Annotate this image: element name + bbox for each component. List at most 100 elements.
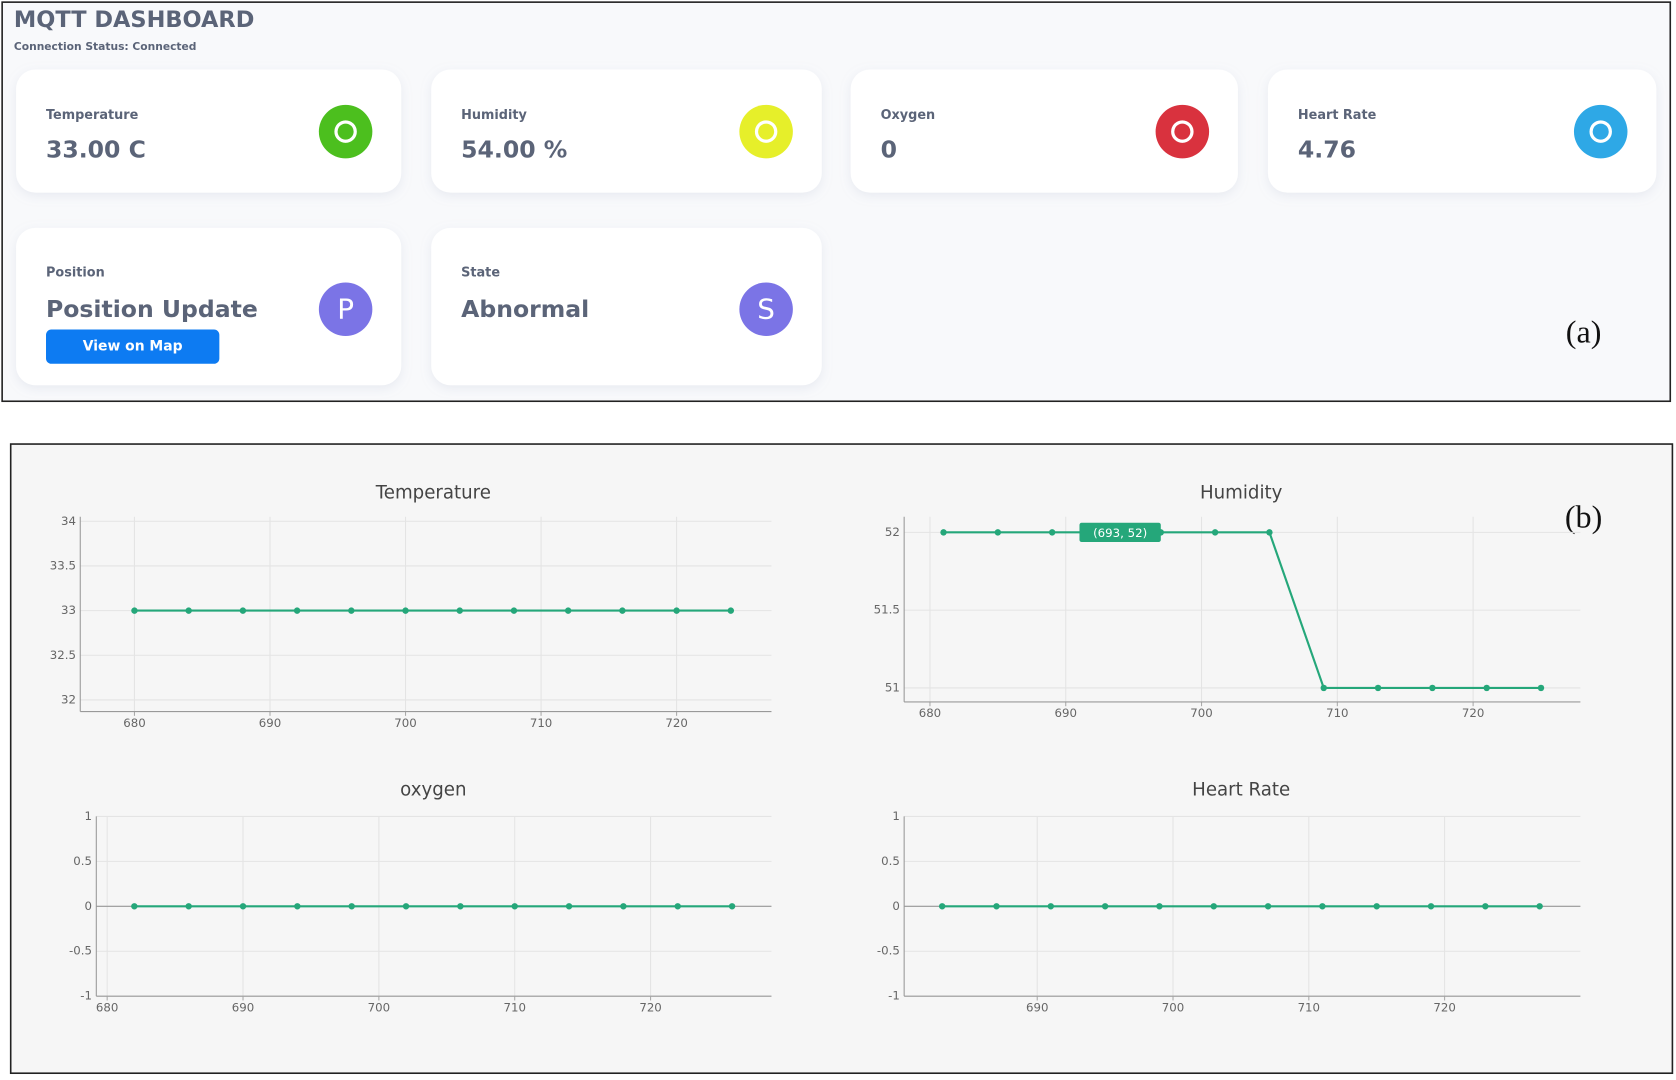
y-tick-label: 0.5 [73,854,92,868]
card-icon [318,282,373,336]
card-label: Humidity [461,108,527,123]
card: Temperature 33.00 C [16,69,402,193]
x-tick-label: 690 [1026,1000,1048,1014]
card-icon [318,104,373,159]
data-point [239,607,247,614]
x-tick-label: 690 [1055,706,1077,720]
data-point [1427,903,1435,910]
chart-title: Temperature [375,482,491,503]
data-line [943,531,1542,689]
y-tick-label: 51 [885,680,900,694]
data-point [185,903,192,910]
x-tick-label: 720 [665,716,687,730]
data-point [565,903,573,910]
card: Humidity 54.00 % [431,69,822,193]
data-point [457,903,464,910]
data-point [293,607,301,614]
tooltip-bg [1079,522,1161,542]
x-tick-label: 700 [1190,706,1212,720]
data-point [294,903,301,910]
card-label: Temperature [46,108,139,123]
data-point [185,607,192,614]
tooltip: (693, 52) [1093,526,1147,540]
data-point [510,607,518,614]
card-label: Heart Rate [1298,108,1377,123]
card-bg [850,69,1238,193]
connection-status: Connection Status: Connected [14,40,197,53]
data-point [348,903,355,910]
card-icon [739,104,793,159]
x-tick-label: 700 [368,1000,390,1014]
card-icon [1155,104,1210,159]
data-point [1266,529,1273,536]
y-tick-label: 0 [892,899,900,913]
button-bg[interactable] [46,329,220,364]
y-tick-label: 33 [61,603,76,617]
data-point [1374,684,1382,692]
x-tick-label: 710 [1298,1000,1320,1014]
dashboard-title: MQTT DASHBOARD [14,7,254,33]
data-point [619,607,626,614]
card-icon [1573,104,1628,159]
card-label: Oxygen [881,108,936,123]
card-icon-glyph [1589,120,1612,143]
data-point [564,607,572,614]
y-tick-label: 52 [885,525,900,539]
data-point [402,903,410,910]
x-tick-label: 690 [259,716,281,730]
data-point [1429,684,1436,692]
y-tick-label: 0.5 [881,854,900,868]
panel-label: (a) [1566,313,1602,349]
y-tick-label: 51.5 [874,603,900,617]
x-tick-label: 680 [123,716,145,730]
card-icon [739,282,793,336]
y-tick-label: -1 [888,989,900,1003]
y-tick-label: 32.5 [50,648,76,662]
data-point [728,903,736,910]
y-tick-label: 0 [85,899,93,913]
data-point [940,529,947,536]
chart: Heart Rate 690 700 710 720 -1 -0.5 0 0.5 1 [877,780,1581,1014]
data-point [1101,903,1109,910]
data-point [131,903,138,910]
panel-label: (b) [1565,498,1602,534]
data-point [511,903,518,910]
data-point [131,607,138,614]
data-point [1320,684,1327,692]
chart-title: oxygen [400,780,466,801]
y-tick-label: 1 [892,809,900,823]
view-on-map-button[interactable]: View on Map [46,329,220,364]
card-bg [1267,69,1657,193]
chart-title: Heart Rate [1192,780,1290,801]
card-bg [431,69,822,193]
x-tick-label: 710 [503,1000,525,1014]
card-icon-letter: P [337,292,354,325]
data-point [1156,903,1163,910]
data-point [239,903,247,910]
data-point [1482,903,1489,910]
card-value: 54.00 % [461,135,567,163]
y-tick-label: -0.5 [69,944,92,958]
y-tick-label: -0.5 [877,944,900,958]
card-value: 4.76 [1298,135,1356,163]
data-point [1319,903,1326,910]
y-tick-label: 33.5 [50,558,76,572]
card-value: 0 [881,135,897,163]
card: Position Position Update P View on Map [16,227,402,386]
x-tick-label: 690 [232,1000,254,1014]
chart-title: Humidity [1200,482,1283,503]
panel-b [9,443,1674,1075]
data-point [1536,903,1543,910]
card: Oxygen 0 [850,69,1238,193]
data-point [1483,684,1490,692]
x-tick-label: 710 [530,716,552,730]
data-point [727,607,735,614]
y-tick-label: 34 [61,514,76,528]
data-point [456,607,463,614]
x-tick-label: 680 [919,706,941,720]
button-label[interactable]: View on Map [83,339,183,355]
x-tick-label: 700 [1162,1000,1184,1014]
card-icon-glyph [754,120,778,143]
data-point [673,607,680,614]
